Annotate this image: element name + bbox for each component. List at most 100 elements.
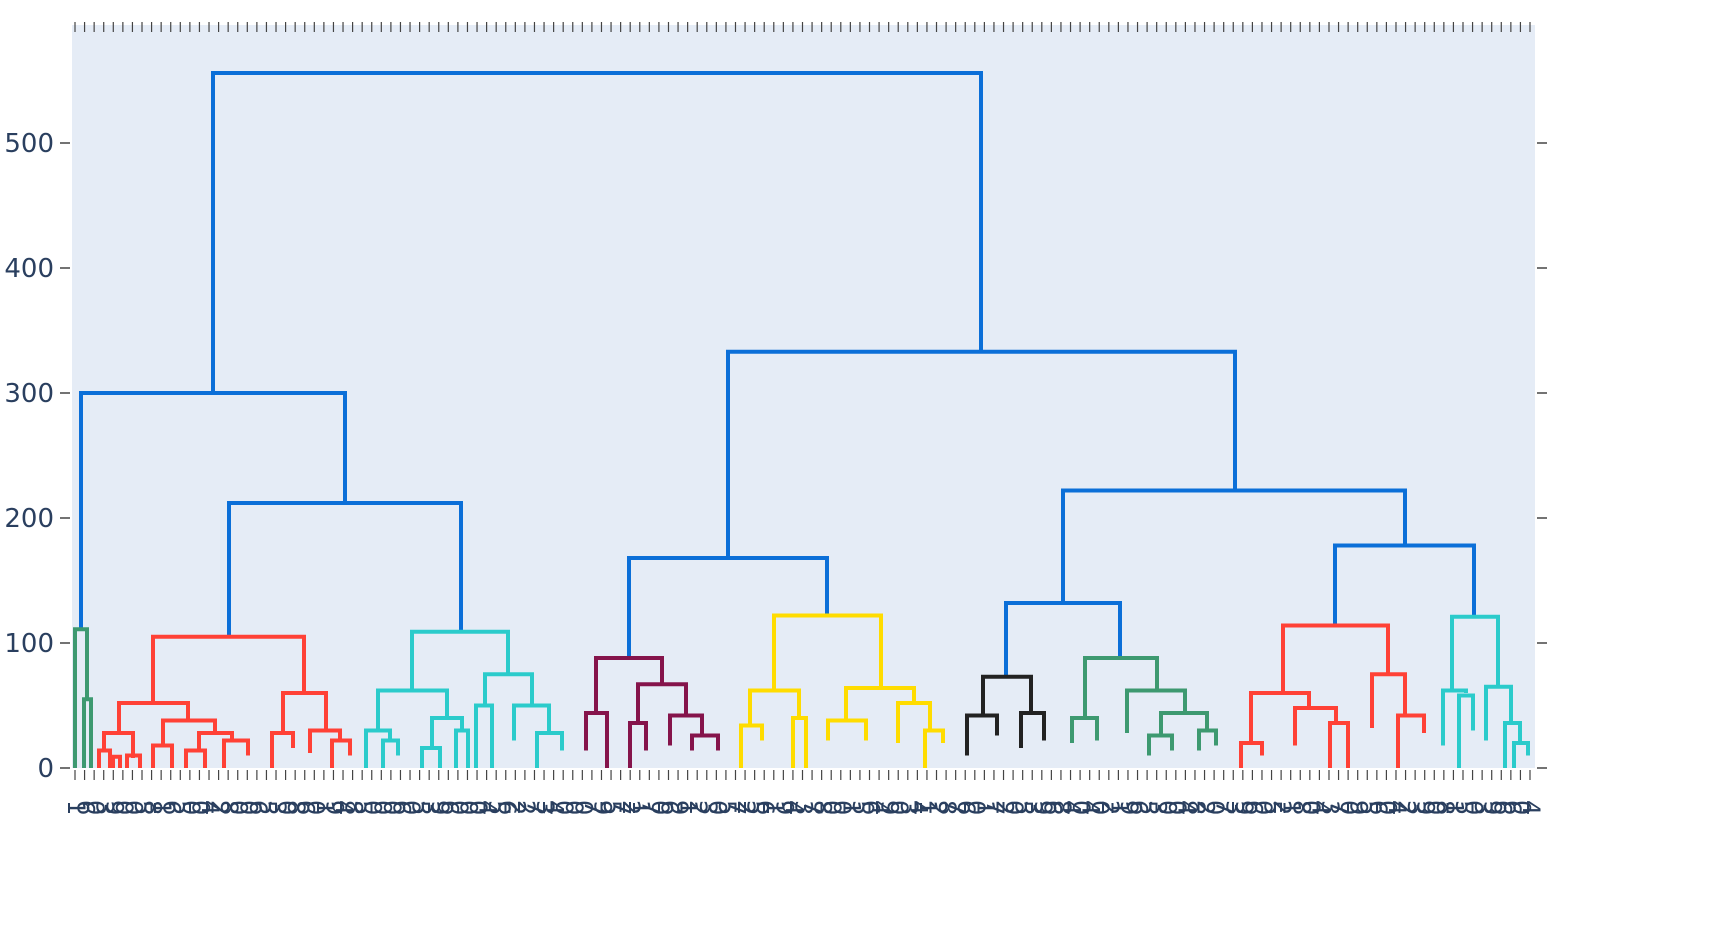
x-tick-label: 9 — [320, 800, 348, 815]
x-tick-label: 0 — [301, 800, 329, 815]
dendrogram-link-29 — [430, 716, 464, 748]
x-tick-label: 4 — [1383, 800, 1411, 815]
x-tick-label: 4 — [1517, 800, 1545, 815]
x-tick-label: 7 — [521, 800, 549, 815]
dendrogram-link-50 — [981, 674, 1033, 716]
dendrogram-link-34 — [512, 703, 551, 741]
x-tick-label: 0 — [703, 800, 731, 815]
dendrogram-link-24 — [330, 738, 352, 768]
x-tick-label: 0 — [1086, 800, 1114, 815]
x-tick-label: 1 — [675, 800, 703, 815]
x-tick-label: 4 — [904, 800, 932, 815]
y-tick-label: 400 — [4, 254, 54, 284]
x-tick-label: 6 — [1364, 800, 1392, 815]
x-tick-label: 3 — [1402, 800, 1430, 815]
dendrogram-link-18 — [197, 731, 234, 751]
dendrogram-link-5 — [1061, 488, 1407, 603]
x-tick-label: 8 — [215, 800, 243, 815]
dendrogram-link-57 — [1147, 733, 1174, 756]
x-tick-label: 6 — [292, 800, 320, 815]
x-tick-label: 2 — [1268, 800, 1296, 815]
x-tick-label: 0 — [962, 800, 990, 815]
x-tick-label: 0 — [1201, 800, 1229, 815]
x-tick-label: 3 — [263, 800, 291, 815]
x-tick-label: 8 — [139, 800, 167, 815]
x-tick-label: 0 — [177, 800, 205, 815]
x-tick-label: 1 — [1105, 800, 1133, 815]
x-tick-label: 0 — [646, 800, 674, 815]
x-tick-label: 0 — [378, 800, 406, 815]
x-tick-label: 5 — [713, 800, 741, 815]
dendrogram-link-6 — [1004, 601, 1122, 677]
x-tick-label: 6 — [1498, 800, 1526, 815]
x-tick-label: 0 — [1297, 800, 1325, 815]
x-tick-label: 2 — [684, 800, 712, 815]
x-tick-label: 2 — [1393, 800, 1421, 815]
x-tick-label: 6 — [655, 800, 683, 815]
dendrogram-link-59 — [1281, 623, 1390, 693]
x-tick-label: 5 — [253, 800, 281, 815]
dendrogram-link-10 — [151, 634, 306, 703]
x-tick-label: 9 — [1345, 800, 1373, 815]
x-tick-label: 5 — [407, 800, 435, 815]
x-tick-label: 6 — [493, 800, 521, 815]
y-tick-label: 100 — [4, 629, 54, 659]
x-tick-label: 3 — [790, 800, 818, 815]
x-tick-label: 3 — [1220, 800, 1248, 815]
x-tick-label: 0 — [1153, 800, 1181, 815]
x-tick-label: 3 — [1019, 800, 1047, 815]
dendrogram-link-61 — [1239, 741, 1264, 768]
x-tick-label: 0 — [119, 800, 147, 815]
x-tick-label: 9 — [1412, 800, 1440, 815]
dendrogram-link-56 — [1159, 711, 1209, 736]
dendrogram-link-15 — [125, 753, 142, 768]
x-axis: 1603900581650042800653086019485000605396… — [62, 22, 1545, 815]
dendrogram-link-68 — [1457, 693, 1475, 768]
x-tick-label: 9 — [426, 800, 454, 815]
dendrogram-link-55 — [1125, 688, 1187, 733]
dendrogram-link-25 — [410, 629, 510, 691]
x-tick-label: 3 — [531, 800, 559, 815]
x-tick-label: 8 — [1048, 800, 1076, 815]
x-tick-label: 5 — [1259, 800, 1287, 815]
dendrogram-link-4 — [627, 556, 829, 658]
dendrogram-link-60 — [1249, 691, 1311, 743]
dendrogram-link-26 — [376, 688, 449, 731]
dendrogram-link-27 — [364, 728, 392, 768]
dendrogram-link-12 — [102, 731, 135, 758]
dendrogram-link-46 — [844, 686, 916, 721]
dendrogram-link-69 — [1484, 684, 1513, 741]
x-tick-label: 0 — [550, 800, 578, 815]
x-tick-label: 6 — [72, 800, 100, 815]
dendrogram-link-30 — [420, 746, 442, 768]
x-tick-label: 4 — [541, 800, 569, 815]
dendrogram-link-44 — [739, 723, 764, 768]
dendrogram-link-32 — [483, 672, 534, 706]
x-tick-label: 4 — [474, 800, 502, 815]
x-tick-label: 5 — [129, 800, 157, 815]
dendrogram-link-23 — [308, 728, 342, 753]
x-tick-label: 4 — [866, 800, 894, 815]
x-tick-label: 7 — [1211, 800, 1239, 815]
dendrogram-link-36 — [594, 656, 664, 713]
x-tick-label: 3 — [694, 800, 722, 815]
y-tick-label: 200 — [4, 504, 54, 534]
x-tick-label: 6 — [244, 800, 272, 815]
dendrogram-link-52 — [1019, 711, 1046, 748]
x-tick-label: 1 — [627, 800, 655, 815]
x-tick-label: 0 — [569, 800, 597, 815]
x-tick-label: 0 — [225, 800, 253, 815]
x-tick-label: 1 — [971, 800, 999, 815]
x-tick-label: 0 — [359, 800, 387, 815]
x-tick-label: 8 — [340, 800, 368, 815]
dendrogram-link-51 — [965, 713, 999, 756]
x-tick-label: 3 — [895, 800, 923, 815]
x-tick-label: 0 — [454, 800, 482, 815]
x-tick-label: 4 — [1306, 800, 1334, 815]
plot-area — [72, 25, 1535, 768]
x-tick-label: 7 — [943, 800, 971, 815]
dendrogram-link-1 — [79, 391, 347, 631]
dendrogram-link-45 — [791, 716, 808, 768]
y-tick-label: 300 — [4, 379, 54, 409]
x-tick-label: 0 — [828, 800, 856, 815]
